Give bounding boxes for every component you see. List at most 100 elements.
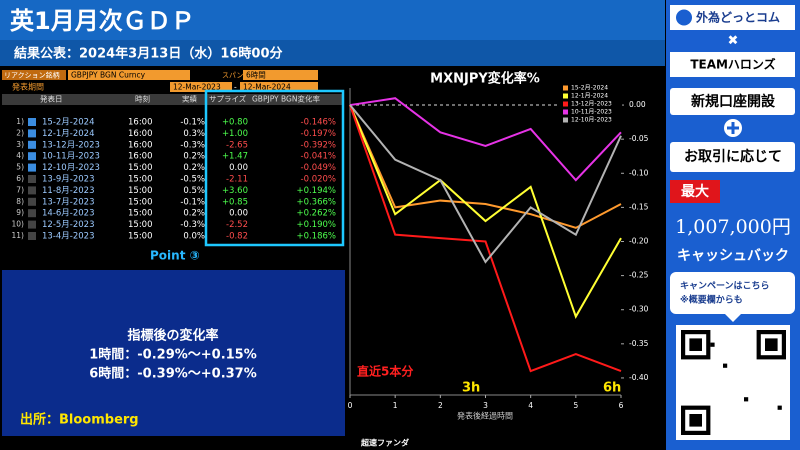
logo-icon bbox=[676, 9, 692, 26]
date: 12-5月-2023 bbox=[42, 220, 95, 230]
title: 英1月月次ＧＤＰ bbox=[10, 7, 195, 35]
point-label: Point ③ bbox=[150, 249, 200, 263]
cashback: キャッシュバック bbox=[677, 248, 789, 264]
x-tick-label: 4 bbox=[528, 401, 533, 410]
checkbox[interactable] bbox=[28, 175, 36, 183]
y-tick-label: -0.10 bbox=[629, 168, 649, 177]
annotation: 直近5本分 bbox=[357, 364, 413, 379]
legend-label: 10-11月-2023 bbox=[571, 109, 612, 116]
annotation: 3h bbox=[462, 381, 480, 396]
campaign: キャンペーンはこちら bbox=[680, 281, 770, 292]
actual: -0.3% bbox=[180, 140, 205, 150]
y-tick-label: -0.35 bbox=[629, 339, 649, 348]
source: 出所：Bloomberg bbox=[20, 412, 139, 428]
time: 15:00 bbox=[128, 186, 153, 196]
qr-finder bbox=[689, 338, 702, 351]
checkbox[interactable] bbox=[28, 220, 36, 229]
checkbox[interactable] bbox=[28, 209, 36, 218]
surprise: 0.00 bbox=[229, 209, 248, 219]
time: 15:00 bbox=[128, 232, 153, 242]
surprise: +1.00 bbox=[222, 129, 248, 139]
qr-module bbox=[710, 342, 715, 347]
surprise: +3.60 bbox=[222, 186, 248, 196]
summary-text: 1時間：-0.29%～+0.15% bbox=[89, 347, 257, 363]
surprise: +0.85 bbox=[222, 197, 248, 207]
cross: ✖ bbox=[728, 34, 739, 49]
qr-finder bbox=[765, 338, 778, 351]
team: TEAMハロンズ bbox=[690, 57, 775, 72]
note: ※概要欄からも bbox=[680, 294, 743, 306]
checkbox[interactable] bbox=[28, 129, 36, 138]
row-number: 1) bbox=[16, 117, 24, 126]
highlight-frame bbox=[204, 89, 345, 247]
row-number: 8) bbox=[16, 197, 24, 206]
summary-text: 指標後の変化率 bbox=[127, 328, 218, 344]
value: - bbox=[234, 83, 237, 92]
legend-label: 12-10月-2023 bbox=[571, 117, 612, 124]
legend-swatch bbox=[563, 101, 568, 107]
row-number: 5) bbox=[16, 163, 24, 172]
date: 14-6月-2023 bbox=[42, 209, 95, 219]
label: 発表期間 bbox=[12, 82, 44, 92]
input-box bbox=[170, 82, 232, 92]
qr-module bbox=[777, 405, 782, 410]
row-number: 7) bbox=[16, 185, 24, 194]
y-tick-label: 0.00 bbox=[629, 100, 646, 109]
change: -0.146% bbox=[301, 118, 336, 128]
legend-swatch bbox=[563, 109, 568, 115]
campaign-box[interactable] bbox=[670, 272, 795, 314]
series-line bbox=[349, 104, 622, 264]
annotation: 6h bbox=[603, 381, 621, 396]
time: 15:00 bbox=[128, 197, 153, 207]
header-stripe bbox=[0, 40, 665, 66]
time: 16:00 bbox=[128, 118, 153, 128]
checkbox[interactable] bbox=[28, 140, 36, 149]
x-tick-label: 5 bbox=[573, 401, 578, 410]
value: GBPJPY BGN Curncy bbox=[71, 71, 146, 80]
checkbox[interactable] bbox=[28, 232, 36, 240]
checkbox[interactable] bbox=[28, 197, 36, 206]
footer: 超速ファンダ bbox=[360, 438, 409, 448]
button-label: お取引に応じて bbox=[684, 148, 782, 165]
y-tick-label: -0.20 bbox=[629, 237, 649, 246]
change: +0.262% bbox=[296, 209, 336, 219]
amount: 1,007,000円 bbox=[675, 216, 791, 238]
actual: 0.2% bbox=[183, 163, 205, 173]
plus-icon bbox=[727, 122, 739, 134]
y-tick-label: -0.30 bbox=[629, 305, 649, 314]
series-line bbox=[349, 104, 622, 319]
time: 16:00 bbox=[128, 129, 153, 139]
legend-box bbox=[560, 84, 622, 126]
row-number: 11) bbox=[12, 231, 25, 240]
row-number: 2) bbox=[16, 128, 24, 137]
checkbox[interactable] bbox=[28, 152, 36, 161]
input-box bbox=[68, 70, 190, 80]
legend-swatch bbox=[563, 85, 568, 91]
checkbox[interactable] bbox=[28, 186, 36, 195]
x-tick-label: 1 bbox=[393, 401, 398, 410]
change: -0.041% bbox=[301, 152, 336, 162]
value: 12-Mar-2023 bbox=[173, 83, 221, 92]
callout-tip bbox=[725, 314, 741, 322]
date: 13-9月-2023 bbox=[42, 175, 95, 185]
actual: -0.5% bbox=[180, 175, 205, 185]
button-label: 新規口座開設 bbox=[691, 93, 776, 110]
checkbox[interactable] bbox=[28, 118, 36, 126]
logo-box bbox=[670, 52, 795, 77]
label-box bbox=[2, 70, 66, 80]
label: リアクション銘柄 bbox=[4, 71, 60, 80]
badge-label: 最大 bbox=[681, 183, 709, 200]
actual: -0.3% bbox=[180, 220, 205, 230]
button[interactable] bbox=[670, 88, 795, 115]
checkbox[interactable] bbox=[28, 163, 36, 172]
date: 13-12月-2023 bbox=[42, 140, 100, 150]
change: +0.366% bbox=[296, 197, 336, 207]
date: 12-1月-2024 bbox=[42, 129, 95, 139]
series-line bbox=[349, 104, 622, 229]
date: 10-11月-2023 bbox=[42, 152, 100, 162]
column-header: 実績 bbox=[182, 94, 197, 104]
actual: 0.5% bbox=[183, 186, 205, 196]
x-axis-label: 発表後経過時間 bbox=[457, 411, 513, 421]
time: 15:00 bbox=[128, 163, 153, 173]
